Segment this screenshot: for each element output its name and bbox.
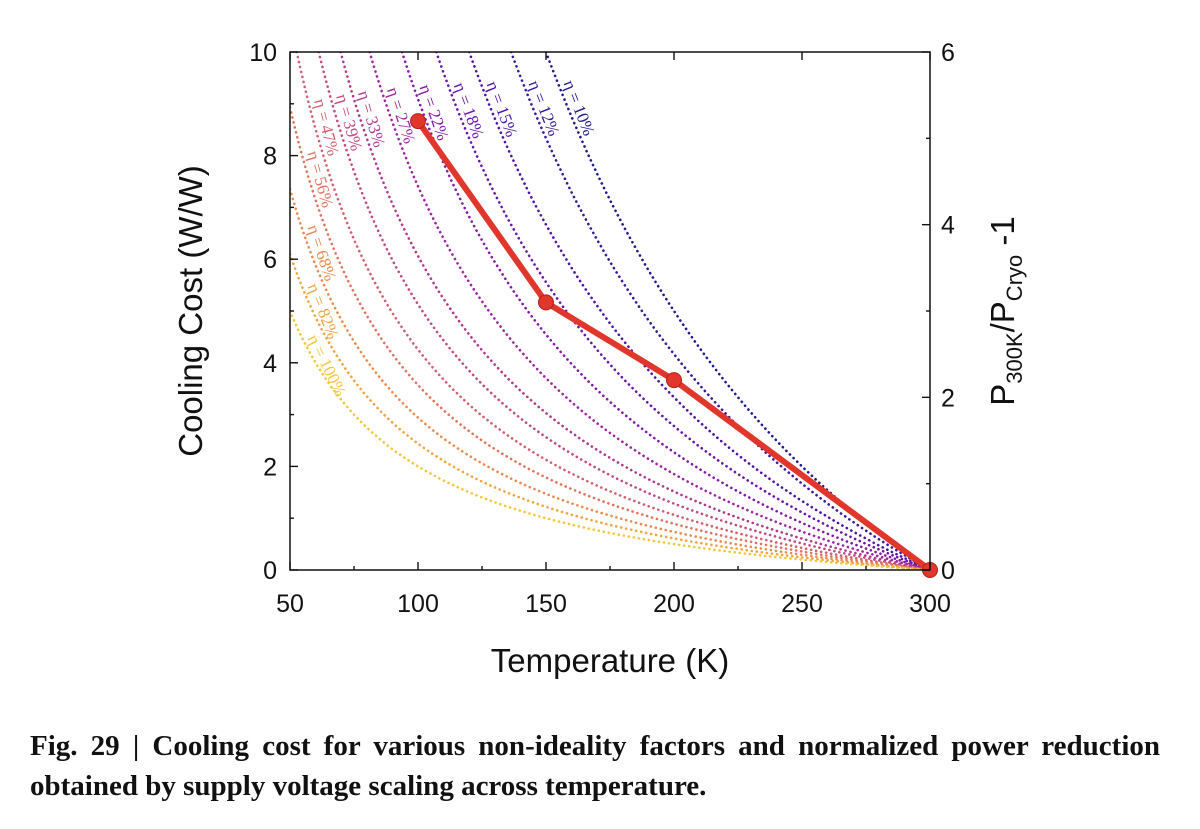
x-tick-label: 150	[525, 590, 567, 618]
x-tick-label: 50	[276, 590, 304, 618]
y2-axis-title: P300K/PCryo -1	[984, 216, 1027, 406]
curve-eta-22	[400, 52, 930, 570]
chart: η = 10%η = 12%η = 15%η = 18%η = 22%η = 2…	[172, 39, 1027, 679]
power-reduction-line	[415, 119, 932, 573]
power-reduction-point	[410, 113, 426, 130]
x-axis-title: Temperature (K)	[491, 642, 729, 679]
y-tick-label: 4	[263, 350, 277, 378]
y-tick-label: 10	[249, 39, 277, 67]
curve-eta-47	[295, 52, 930, 570]
curve-eta-56	[290, 106, 930, 570]
label-eta-82: η = 82%	[303, 281, 342, 342]
x-tick-label: 100	[397, 590, 439, 618]
y2-tick-label: 4	[941, 212, 955, 240]
y-tick-label: 0	[263, 557, 277, 585]
label-eta-10: η = 10%	[559, 77, 598, 138]
y-tick-label: 2	[263, 453, 277, 481]
figure-caption: Fig. 29 | Cooling cost for various non-i…	[30, 726, 1160, 806]
y2-tick-label: 6	[941, 39, 955, 67]
y2-tick-label: 0	[941, 557, 955, 585]
power-reduction-series	[410, 113, 938, 578]
caption-text: Cooling cost for various non-ideality fa…	[30, 730, 1161, 802]
x-tick-label: 300	[909, 590, 951, 618]
y-tick-label: 6	[263, 246, 277, 274]
y2-title-sub-cryo: Cryo	[1002, 255, 1027, 301]
y-tick-label: 8	[263, 143, 277, 171]
y-axis-title: Cooling Cost (W/W)	[172, 165, 209, 457]
caption-label: Fig. 29	[30, 730, 120, 762]
curve-eta-33	[339, 52, 930, 570]
y2-title-slash: /	[984, 322, 1021, 332]
label-eta-18: η = 18%	[450, 80, 488, 141]
x-tick-label: 250	[781, 590, 823, 618]
y2-title-tail: -1	[984, 216, 1021, 255]
y2-title-p: P	[984, 384, 1021, 406]
curve-eta-27	[368, 52, 930, 570]
curve-eta-12	[509, 52, 930, 570]
x-tick-label: 200	[653, 590, 695, 618]
y2-tick-label: 2	[941, 384, 955, 412]
label-eta-22: η = 22%	[415, 82, 452, 143]
y2-title-sub-300k: 300K	[1002, 332, 1027, 384]
power-reduction-point	[666, 372, 682, 389]
curve-eta-100	[290, 309, 930, 570]
curve-eta-39	[317, 52, 930, 570]
curve-eta-10	[544, 52, 930, 570]
efficiency-curves	[290, 52, 930, 570]
caption-separator: |	[132, 730, 140, 762]
label-eta-15: η = 15%	[483, 78, 522, 139]
y2-title-p2: P	[984, 301, 1021, 323]
power-reduction-point	[538, 294, 554, 311]
curve-eta-68	[290, 187, 930, 570]
curve-eta-18	[434, 52, 930, 570]
curve-eta-82	[290, 252, 930, 570]
label-eta-12: η = 12%	[525, 78, 564, 139]
curve-eta-15	[467, 52, 930, 570]
